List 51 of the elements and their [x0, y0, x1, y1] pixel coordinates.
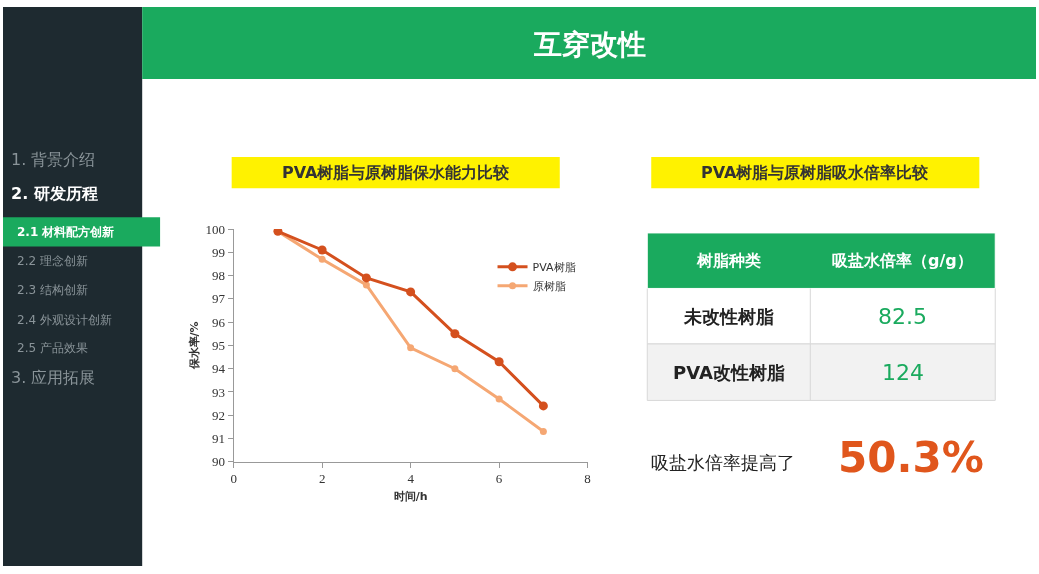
text: 吸盐水倍率（g/g）: [832, 251, 973, 270]
y-tick-label: 94: [212, 361, 226, 377]
point: [406, 287, 416, 297]
x-tick-label: 4: [407, 471, 415, 487]
y-tick-label: 92: [212, 407, 226, 423]
y-tick-label: 91: [212, 431, 226, 447]
y-tick-label: 98: [212, 268, 226, 284]
point: [362, 281, 370, 289]
text: 2. 研发历程: [11, 184, 98, 203]
y-tick-label: 95: [212, 337, 226, 353]
point: [538, 401, 548, 411]
y-tick-label: 93: [212, 384, 226, 400]
x-axis-title: 时间/h: [393, 489, 428, 503]
point: [451, 365, 459, 373]
text: 1. 背景介绍: [11, 150, 96, 169]
category-label: 未改性树脂: [683, 306, 774, 327]
text: 3. 应用拓展: [11, 368, 96, 387]
text: 吸盐水倍率提高了: [651, 452, 795, 473]
text: 2.2 理念创新: [17, 254, 88, 268]
point: [495, 395, 503, 403]
y-tick-label: 96: [212, 314, 226, 330]
x-tick-label: 8: [584, 471, 591, 487]
point: [539, 428, 547, 436]
x-tick-label: 6: [495, 471, 503, 487]
point: [450, 329, 460, 339]
text: PVA树脂与原树脂吸水倍率比较: [701, 163, 930, 182]
y-axis-title: 保水率/%: [188, 321, 202, 371]
text: 树脂种类: [696, 251, 761, 270]
text: 50.3%: [838, 433, 984, 482]
point: [407, 344, 415, 352]
y-tick-label: 100: [205, 221, 226, 237]
legend-label: PVA树脂: [532, 261, 576, 275]
data-label: 82.5: [878, 304, 927, 329]
data-label: 124: [882, 360, 924, 385]
text: 2.1 材料配方创新: [17, 225, 115, 239]
category-label: PVA改性树脂: [673, 362, 785, 383]
x-tick-label: 2: [318, 471, 326, 487]
x-tick-label: 0: [230, 471, 237, 487]
text: 2.5 产品效果: [17, 341, 88, 355]
y-tick-label: 97: [212, 291, 226, 307]
legend-label: 原树脂: [532, 280, 566, 294]
point: [318, 255, 326, 263]
point: [317, 245, 327, 255]
y-tick-label: 90: [212, 454, 226, 470]
text: 互穿改性: [533, 28, 646, 61]
y-tick-label: 99: [212, 244, 226, 260]
text: 2.3 结构创新: [17, 283, 88, 297]
point: [494, 357, 504, 367]
text: 2.4 外观设计创新: [17, 313, 112, 327]
point: [361, 273, 371, 283]
chart-title: PVA树脂与原树脂保水能力比较: [282, 163, 511, 182]
